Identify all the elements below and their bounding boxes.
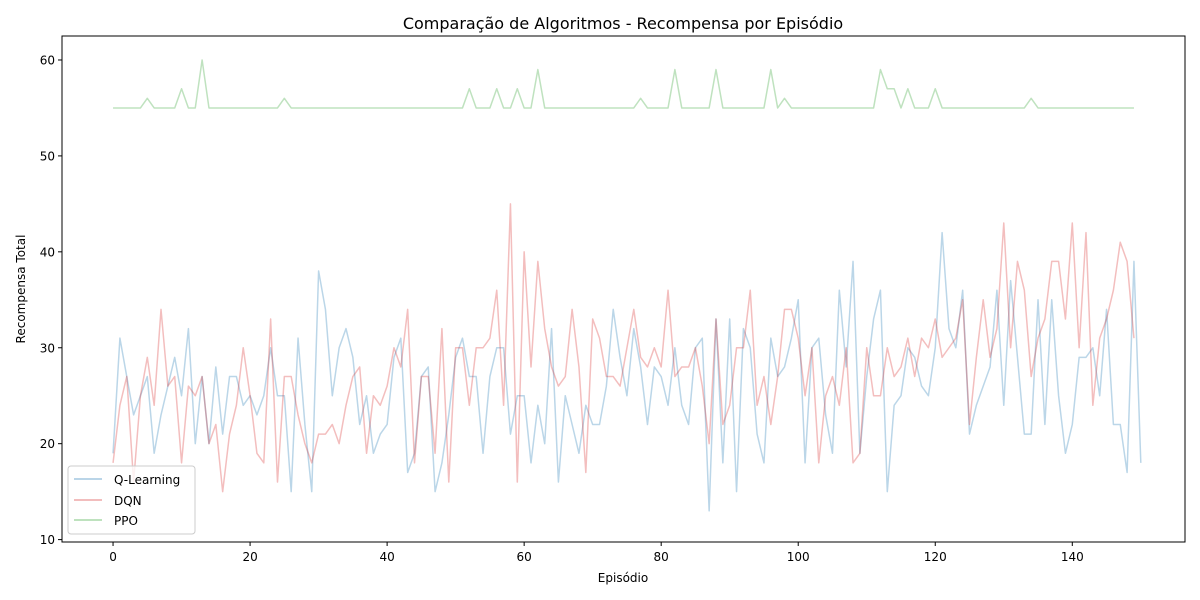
series-line-ppo <box>113 59 1134 109</box>
plot-area <box>62 36 1185 542</box>
legend: Q-Learning DQN PPO <box>67 465 196 535</box>
y-tick-label: 60 <box>40 53 55 67</box>
legend-label-dqn: DQN <box>114 494 142 508</box>
y-tick-label: 30 <box>40 341 55 355</box>
y-axis: 10 20 30 40 50 60 <box>40 53 62 547</box>
y-tick-label: 10 <box>40 533 55 547</box>
legend-box <box>67 465 196 535</box>
legend-label-q-learning: Q-Learning <box>114 473 180 487</box>
x-axis: 0 20 40 60 80 100 120 140 <box>109 542 1084 564</box>
x-tick-label: 60 <box>517 550 532 564</box>
y-tick-label: 40 <box>40 245 55 259</box>
y-tick-label: 20 <box>40 437 55 451</box>
x-tick-label: 40 <box>379 550 394 564</box>
x-tick-label: 80 <box>654 550 669 564</box>
x-tick-label: 100 <box>787 550 810 564</box>
series-line-q-learning <box>112 231 1142 512</box>
x-tick-label: 20 <box>242 550 257 564</box>
series-line-dqn <box>112 203 1135 493</box>
y-axis-label: Recompensa Total <box>14 235 28 344</box>
legend-label-ppo: PPO <box>114 514 138 528</box>
y-tick-label: 50 <box>40 149 55 163</box>
x-tick-label: 0 <box>109 550 117 564</box>
x-tick-label: 140 <box>1061 550 1084 564</box>
x-tick-label: 120 <box>924 550 947 564</box>
chart-title: Comparação de Algoritmos - Recompensa po… <box>403 14 843 33</box>
series-layer <box>112 59 1142 512</box>
plot-frame <box>61 35 1186 543</box>
x-axis-label: Episódio <box>598 571 648 585</box>
